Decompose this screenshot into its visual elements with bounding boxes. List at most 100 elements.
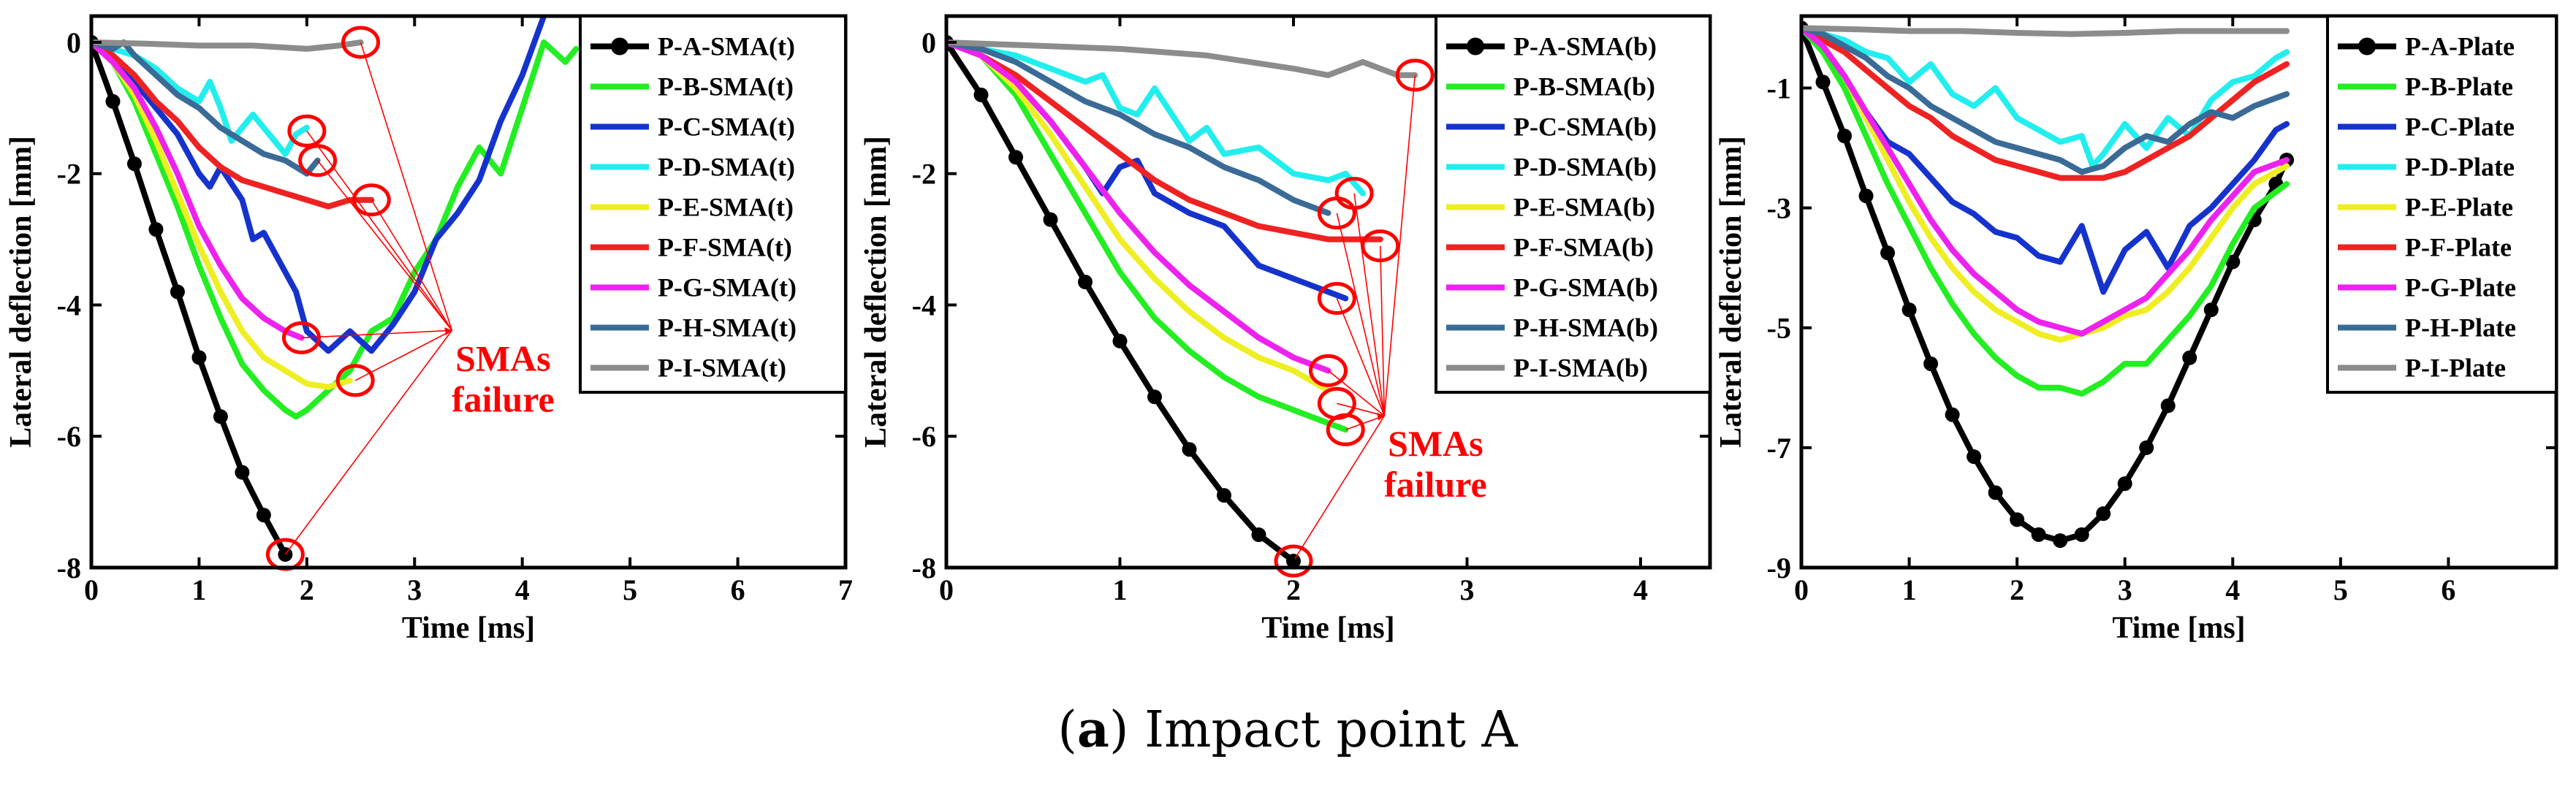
failure-arrow	[1383, 75, 1416, 416]
failure-arrow	[1336, 213, 1386, 416]
series-line-c	[91, 16, 547, 354]
series-line-i	[1801, 25, 2290, 37]
series-line-e	[91, 39, 353, 390]
failure-arrow	[1293, 415, 1386, 562]
x-tick-label: 1	[1113, 573, 1128, 606]
x-tick-label: 2	[2010, 573, 2024, 606]
series-line-d	[946, 39, 1366, 196]
failure-arrow	[1379, 245, 1386, 416]
data-point-a	[1112, 333, 1128, 348]
legend-label-f: P-F-Plate	[2405, 233, 2512, 262]
x-tick-label: 4	[1633, 573, 1648, 606]
data-point-a	[1217, 488, 1231, 503]
legend-label-a: P-A-SMA(b)	[1513, 32, 1657, 61]
y-tick-label: -2	[57, 158, 81, 191]
failure-circle	[298, 144, 338, 178]
data-point-a	[2117, 476, 2132, 492]
annotation-line-1: SMAs	[1388, 423, 1483, 464]
data-point-a	[2225, 254, 2241, 270]
y-tick-label: -1	[1767, 72, 1791, 104]
y-axis-label: Lateral deflection [mm]	[1714, 136, 1748, 448]
series-group	[1801, 20, 2295, 549]
y-tick-label: -4	[57, 289, 81, 321]
legend-label-c: P-C-SMA(t)	[658, 112, 795, 142]
y-tick-label: -4	[912, 289, 936, 321]
y-tick-label: 0	[67, 26, 81, 59]
failure-circle	[1309, 354, 1348, 387]
y-tick-label: -8	[57, 552, 81, 584]
failure-arrow	[306, 130, 453, 331]
series-line-h	[1801, 25, 2290, 175]
failure-circle	[341, 26, 381, 59]
data-point-a	[1182, 442, 1197, 457]
series-line-b	[1801, 25, 2290, 397]
series-line-b	[91, 39, 580, 420]
failure-arrow-head	[444, 327, 452, 335]
legend-label-a: P-A-Plate	[2405, 32, 2515, 61]
y-tick-label: -6	[57, 420, 81, 453]
failure-arrow	[284, 329, 453, 555]
x-tick-label: 0	[939, 573, 954, 606]
legend-label-e: P-E-SMA(t)	[658, 193, 794, 222]
caption-suffix: ) Impact point A	[1109, 701, 1519, 759]
x-tick-label: 4	[515, 573, 530, 606]
x-axis-label: Time [ms]	[1261, 611, 1394, 645]
data-point-a	[1815, 75, 1831, 90]
legend-label-e: P-E-Plate	[2405, 193, 2513, 222]
series-line-b	[946, 39, 1349, 433]
failure-arrow	[1336, 298, 1386, 416]
series-line-d	[1801, 25, 2290, 169]
data-point-a	[2139, 440, 2154, 455]
x-tick-label: 5	[2333, 573, 2348, 606]
legend-marker	[2358, 37, 2376, 56]
series-line-f	[1801, 25, 2290, 181]
legend-label-g: P-G-Plate	[2405, 273, 2516, 302]
data-point-a	[2010, 512, 2025, 527]
x-tick-label: 0	[84, 573, 99, 606]
data-point-a	[1901, 302, 1917, 318]
data-point-a	[1988, 485, 2003, 500]
x-tick-label: 1	[191, 573, 206, 606]
failure-arrow	[1337, 402, 1385, 416]
data-point-a	[2053, 533, 2068, 549]
data-point-a	[148, 222, 164, 237]
failure-circle	[1326, 413, 1365, 446]
legend-marker	[611, 37, 628, 56]
x-tick-label: 6	[731, 573, 745, 606]
legend-label-h: P-H-Plate	[2405, 313, 2516, 343]
series-line-f	[946, 39, 1383, 243]
y-tick-label: -7	[1767, 432, 1791, 465]
series-line-h	[946, 39, 1331, 216]
data-point-a	[1008, 150, 1023, 165]
x-axis-label: Time [ms]	[2112, 611, 2245, 645]
y-axis-label: Lateral deflection [mm]	[4, 136, 38, 448]
figure-caption: (a) Impact point A	[1057, 701, 1518, 759]
y-axis-label: Lateral deflection [mm]	[859, 136, 893, 448]
data-point-a	[1251, 527, 1266, 543]
data-point-a	[2074, 527, 2089, 542]
x-tick-label: 6	[2441, 573, 2455, 606]
data-point-a	[1923, 356, 1939, 371]
data-point-a	[1967, 449, 1982, 465]
caption-letter: a	[1077, 701, 1109, 759]
series-line-a	[91, 39, 289, 557]
data-point-a	[1858, 188, 1874, 204]
series-line-i	[91, 39, 364, 52]
data-point-a	[2031, 527, 2046, 542]
chart-panel-plate: 0 1 2 3 4 5 6 -9 -7 -5 -3 -1 Time [ms] Lateral deflec…	[1714, 14, 2558, 645]
failure-circle	[1317, 196, 1356, 230]
legend-label-a: P-A-SMA(t)	[658, 32, 795, 61]
y-tick-label: -8	[912, 552, 936, 584]
x-axis-label: Time [ms]	[402, 611, 535, 645]
legend-label-b: P-B-SMA(t)	[658, 72, 794, 102]
series-line-a	[1801, 25, 2290, 544]
failure-arrow	[316, 160, 452, 331]
y-tick-label: -2	[912, 158, 936, 191]
legend-label-h: P-H-SMA(b)	[1513, 313, 1658, 343]
x-tick-label: 3	[407, 573, 422, 606]
failure-arrow	[1353, 193, 1386, 416]
failure-circle	[1317, 281, 1356, 315]
data-point-a	[2203, 302, 2219, 318]
legend-label-f: P-F-SMA(t)	[658, 233, 792, 262]
